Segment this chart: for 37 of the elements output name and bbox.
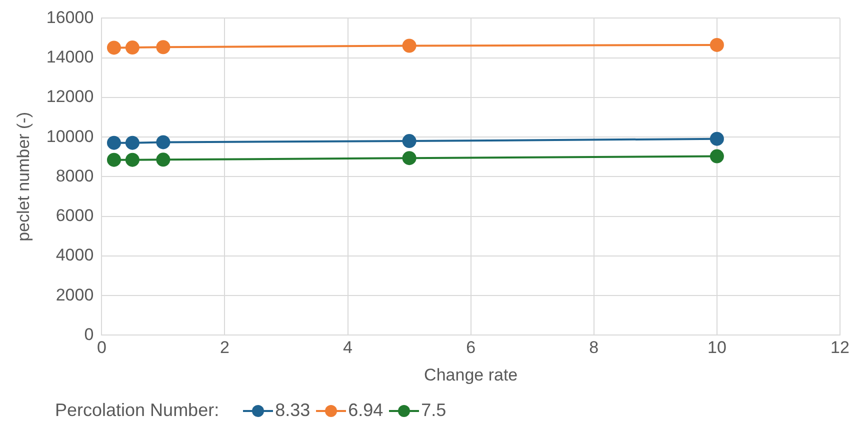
y-tick-label: 0 — [84, 324, 94, 344]
point — [106, 40, 121, 55]
point — [402, 134, 416, 148]
point — [106, 136, 121, 150]
x-axis-title: Change rate — [424, 365, 518, 384]
y-tick-label: 16000 — [46, 8, 94, 27]
y-tick-label: 10000 — [46, 126, 94, 146]
y-tick-label: 14000 — [46, 48, 94, 67]
point — [156, 40, 170, 54]
y-tick-label: 2000 — [56, 285, 94, 304]
y-tick-label: 6000 — [56, 206, 94, 226]
x-tick-label: 0 — [96, 338, 106, 358]
point — [125, 152, 140, 167]
point — [710, 149, 724, 164]
point — [156, 135, 170, 150]
x-tick-label: 2 — [220, 338, 230, 358]
point — [710, 132, 724, 146]
legend-title: Percolation Number: — [55, 400, 220, 421]
point — [402, 151, 416, 166]
point — [710, 38, 724, 52]
legend-label: 6.94 — [348, 400, 384, 421]
x-tick-label: 8 — [589, 338, 599, 358]
x-tick-label: 6 — [466, 338, 476, 358]
y-tick-label: 8000 — [56, 166, 94, 186]
point — [125, 136, 140, 150]
point — [125, 40, 140, 55]
point — [156, 152, 170, 167]
y-axis-title: peclet number (-) — [14, 112, 33, 242]
x-tick-label: 4 — [343, 338, 353, 358]
point — [402, 38, 416, 53]
legend-label: 8.33 — [275, 400, 310, 421]
x-tick-label: 10 — [707, 338, 726, 358]
legend-label: 7.5 — [421, 400, 446, 421]
y-tick-label: 12000 — [46, 87, 94, 106]
point — [106, 152, 121, 167]
x-tick-label: 12 — [830, 338, 850, 358]
y-tick-label: 4000 — [56, 246, 94, 265]
